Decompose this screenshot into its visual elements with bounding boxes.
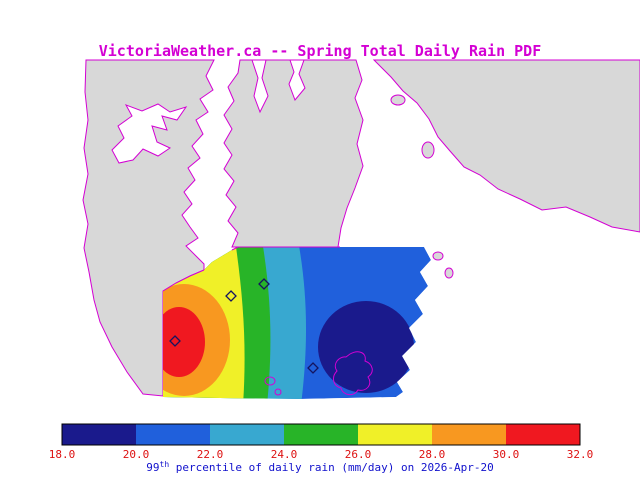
colorbar-tick-label: 22.0 bbox=[197, 448, 224, 461]
colorbar-segment bbox=[62, 424, 136, 445]
station-marker bbox=[307, 362, 319, 374]
colorbar-segment bbox=[432, 424, 506, 445]
station-marker bbox=[169, 335, 181, 347]
inlet-water-layer bbox=[111, 59, 306, 164]
colorbar-tick-label: 26.0 bbox=[345, 448, 372, 461]
coastline-over-field bbox=[162, 246, 373, 396]
colorbar-tick-label: 28.0 bbox=[419, 448, 446, 461]
colorbar-segment bbox=[358, 424, 432, 445]
island-outline-small bbox=[274, 388, 282, 396]
caption-number: 99 bbox=[146, 461, 159, 474]
caption-superscript: th bbox=[160, 460, 170, 469]
island-outline-large bbox=[333, 351, 373, 396]
land-layer bbox=[82, 59, 640, 397]
contour-core-navy-18-20 bbox=[318, 301, 414, 393]
colorbar-tick-label: 18.0 bbox=[49, 448, 76, 461]
coastline-segment bbox=[162, 269, 205, 292]
page-title: VictoriaWeather.ca -- Spring Total Daily… bbox=[99, 42, 542, 60]
colorbar-segment bbox=[506, 424, 580, 445]
colorbar-tick-labels: 18.0 20.0 22.0 24.0 26.0 28.0 30.0 32.0 bbox=[49, 448, 594, 461]
colorbar-tick-label: 24.0 bbox=[271, 448, 298, 461]
landmass-northeast bbox=[372, 59, 640, 233]
station-markers bbox=[169, 278, 319, 374]
landmass-west bbox=[82, 59, 215, 397]
colorbar-caption: 99th percentile of daily rain (mm/day) o… bbox=[146, 460, 493, 474]
island bbox=[432, 251, 444, 261]
caption-text: percentile of daily rain (mm/day) on 202… bbox=[169, 461, 494, 474]
inlet-fjord-west bbox=[111, 103, 188, 164]
island bbox=[444, 267, 454, 279]
station-marker bbox=[258, 278, 270, 290]
colorbar-segment bbox=[284, 424, 358, 445]
colorbar-segment bbox=[210, 424, 284, 445]
colorbar-border bbox=[61, 423, 581, 446]
colorbar-tick-label: 30.0 bbox=[493, 448, 520, 461]
colorbar: 18.0 20.0 22.0 24.0 26.0 28.0 30.0 32.0 bbox=[49, 423, 594, 461]
island-outline-small bbox=[264, 376, 276, 386]
inlet-north-a bbox=[251, 59, 269, 114]
colorbar-tick-label: 32.0 bbox=[567, 448, 594, 461]
coastline-segment bbox=[231, 246, 340, 251]
island bbox=[390, 94, 406, 106]
inlet-north-b bbox=[288, 59, 306, 101]
colorbar-segment bbox=[136, 424, 210, 445]
island bbox=[421, 141, 435, 159]
station-marker bbox=[225, 290, 237, 302]
colorbar-tick-label: 20.0 bbox=[123, 448, 150, 461]
